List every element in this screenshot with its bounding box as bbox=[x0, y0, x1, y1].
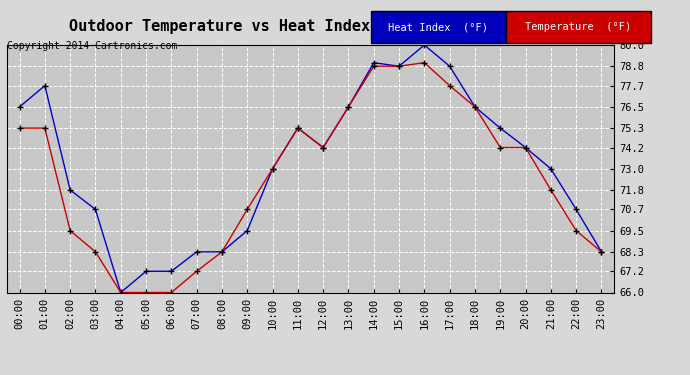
Text: Heat Index  (°F): Heat Index (°F) bbox=[388, 22, 489, 32]
Text: Outdoor Temperature vs Heat Index (24 Hours) 20140708: Outdoor Temperature vs Heat Index (24 Ho… bbox=[69, 19, 552, 34]
Text: Temperature  (°F): Temperature (°F) bbox=[525, 22, 631, 32]
Text: Copyright 2014 Cartronics.com: Copyright 2014 Cartronics.com bbox=[7, 41, 177, 51]
